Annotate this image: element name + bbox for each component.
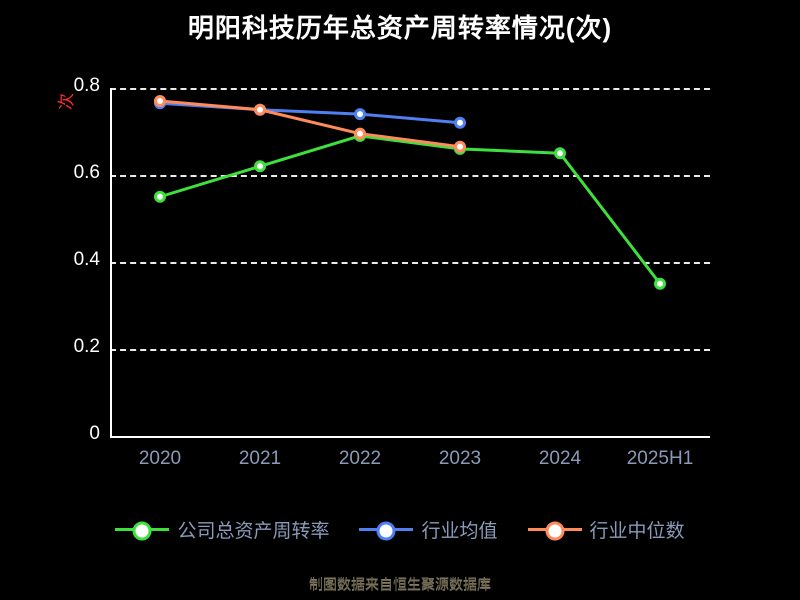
legend-swatch (527, 521, 582, 541)
series-line (158, 134, 662, 286)
x-tick-label: 2021 (238, 448, 282, 469)
legend-marker-icon (132, 521, 152, 541)
x-tick-label: 2025H1 (626, 448, 694, 469)
data-point (154, 190, 166, 203)
legend-label: 行业均值 (421, 521, 498, 542)
data-point (654, 277, 666, 290)
legend-swatch (359, 521, 414, 541)
legend-item[interactable]: 公司总资产周转率 (115, 516, 329, 543)
x-tick-label: 2024 (538, 448, 582, 469)
source-note: 制图数据来自恒生聚源数据库 制图数据来自恒生聚源数据库 (0, 574, 800, 594)
data-point (354, 127, 366, 140)
legend-label: 行业中位数 (589, 521, 685, 542)
series-layer (154, 95, 666, 290)
y-tick-label: 0 (89, 423, 100, 444)
gridline (110, 175, 710, 177)
data-point (154, 95, 166, 108)
legend-marker-icon (376, 521, 396, 541)
chart-title: 明阳科技历年总资产周转率情况(次) (187, 13, 613, 43)
legend-swatch (115, 521, 170, 541)
chart-legend: 公司总资产周转率 行业均值 行业中位数 (0, 516, 800, 543)
x-axis-line (110, 436, 710, 438)
gridline (110, 349, 710, 351)
x-tick-label: 2022 (338, 448, 382, 469)
gridline (110, 262, 710, 264)
y-tick-label: 0.2 (73, 336, 100, 357)
data-point (454, 140, 466, 153)
data-point (254, 160, 266, 173)
x-tick-label: 2023 (438, 448, 482, 469)
legend-marker-icon (545, 521, 564, 541)
source-note-text: 制图数据来自恒生聚源数据库 (309, 576, 491, 592)
y-tick-label: 0.6 (73, 162, 100, 183)
data-point (354, 108, 366, 121)
x-tick-label: 2020 (138, 448, 182, 469)
y-tick-label: 0.8 (73, 75, 100, 96)
y-axis-line (110, 88, 112, 436)
legend-item[interactable]: 行业中位数 (527, 516, 685, 543)
data-point (454, 116, 466, 129)
data-point (554, 147, 566, 160)
y-tick-label: 0.4 (73, 249, 100, 270)
gridline (110, 88, 710, 90)
series-line (158, 99, 462, 149)
legend-item[interactable]: 行业均值 (359, 516, 498, 543)
data-point (254, 103, 266, 116)
source-note-shadow: 制图数据来自恒生聚源数据库 (309, 577, 491, 593)
legend-label: 公司总资产周转率 (177, 521, 330, 542)
